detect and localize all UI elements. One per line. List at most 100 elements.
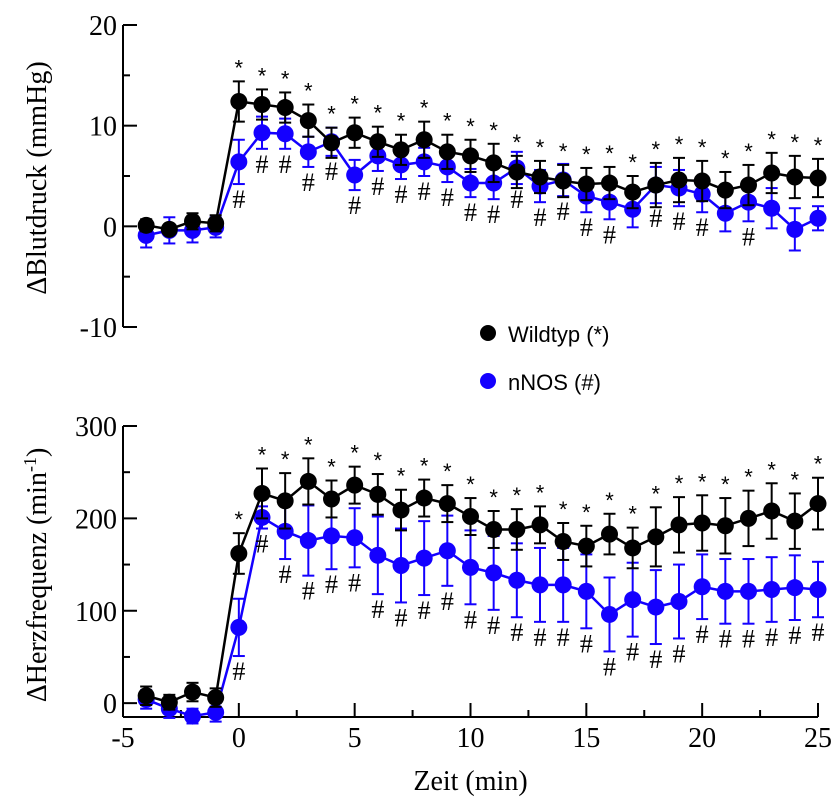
- significance-star: *: [304, 79, 313, 104]
- data-point: [809, 495, 827, 513]
- data-point: [415, 131, 433, 149]
- x-tick-label: 10: [457, 723, 485, 754]
- data-point: [230, 618, 248, 636]
- y-axis-label-end: ): [22, 448, 53, 457]
- data-point: [809, 169, 827, 187]
- significance-star: *: [374, 448, 383, 473]
- data-point: [462, 147, 479, 165]
- significance-star: *: [350, 441, 359, 466]
- data-point: [670, 516, 688, 534]
- legend-marker-wildtyp: [480, 325, 496, 341]
- significance-star: *: [466, 472, 475, 497]
- significance-star: *: [327, 455, 336, 480]
- significance-hash: #: [557, 623, 570, 652]
- data-point: [323, 490, 340, 508]
- data-point: [438, 495, 456, 513]
- data-point: [346, 529, 364, 547]
- data-point: [554, 532, 572, 550]
- x-tick-label: -5: [111, 723, 134, 754]
- significance-hash: #: [487, 611, 500, 640]
- data-point: [554, 172, 572, 190]
- significance-star: *: [304, 432, 313, 457]
- data-point: [253, 484, 271, 502]
- data-point: [763, 581, 781, 599]
- significance-star: *: [258, 63, 267, 88]
- significance-hash: #: [441, 587, 454, 616]
- significance-star: *: [767, 457, 776, 482]
- data-point: [415, 549, 433, 567]
- significance-star: *: [559, 497, 568, 522]
- legend-label-nnos: nNOS (#): [508, 370, 601, 395]
- significance-star: *: [489, 485, 498, 510]
- data-point: [207, 689, 225, 707]
- series-nnos: [137, 501, 827, 725]
- significance-star: *: [559, 139, 568, 164]
- significance-star: *: [721, 146, 730, 171]
- significance-hash: #: [719, 625, 732, 654]
- significance-star: *: [791, 467, 800, 492]
- significance-hash: #: [742, 625, 755, 654]
- significance-hash: #: [232, 657, 245, 686]
- significance-hash: #: [649, 645, 662, 674]
- significance-star: *: [350, 92, 359, 117]
- data-point: [485, 520, 503, 538]
- significance-hash: #: [626, 638, 639, 667]
- data-point: [716, 517, 734, 535]
- significance-star: *: [443, 109, 452, 134]
- significance-star: *: [605, 488, 614, 513]
- data-point: [160, 693, 178, 711]
- significance-star: *: [536, 135, 545, 160]
- data-point: [601, 193, 618, 211]
- y-tick-label: 100: [75, 597, 117, 628]
- significance-hash: #: [232, 185, 245, 214]
- significance-star: *: [698, 469, 707, 494]
- data-point: [207, 703, 225, 721]
- significance-hash: #: [580, 213, 593, 242]
- series-wildtyp: [137, 457, 827, 711]
- legend: Wildtyp (*) nNOS (#): [480, 322, 609, 395]
- x-tick-label: 15: [572, 723, 600, 754]
- significance-hash: #: [441, 183, 454, 212]
- data-point: [577, 582, 595, 600]
- data-point: [462, 174, 479, 192]
- significance-hash: #: [279, 560, 292, 589]
- data-point: [740, 582, 757, 600]
- significance-hash: #: [696, 620, 709, 649]
- data-point: [693, 514, 711, 532]
- data-point: [601, 525, 618, 543]
- x-tick-label: 5: [348, 723, 362, 754]
- data-point: [485, 154, 503, 172]
- y-axis-label-superscript: -1: [20, 457, 40, 472]
- y-tick-label: 20: [89, 11, 117, 42]
- significance-star: *: [698, 135, 707, 160]
- data-point: [647, 528, 665, 546]
- data-point: [716, 181, 734, 199]
- significance-star: *: [536, 480, 545, 505]
- data-point: [786, 220, 804, 238]
- data-point: [670, 593, 688, 611]
- significance-star: *: [235, 507, 244, 532]
- significance-star: *: [327, 102, 336, 127]
- significance-star: *: [628, 502, 637, 527]
- significance-hash: #: [649, 204, 662, 233]
- data-point: [485, 174, 503, 192]
- data-point: [531, 576, 549, 594]
- significance-hash: #: [348, 191, 361, 220]
- data-point: [438, 143, 456, 161]
- data-point: [230, 93, 248, 111]
- series-line: [145, 131, 819, 237]
- data-point: [369, 133, 387, 151]
- significance-hash: #: [395, 603, 408, 632]
- data-point: [392, 556, 410, 574]
- data-point: [346, 476, 364, 494]
- significance-star: *: [281, 66, 290, 91]
- significance-hash: #: [325, 570, 338, 599]
- data-point: [693, 578, 711, 596]
- significance-star: *: [814, 133, 823, 158]
- data-point: [253, 96, 271, 114]
- significance-hash: #: [256, 150, 269, 179]
- data-point: [809, 209, 827, 227]
- significance-star: *: [744, 465, 753, 490]
- data-point: [786, 168, 804, 186]
- significance-star: *: [675, 132, 684, 157]
